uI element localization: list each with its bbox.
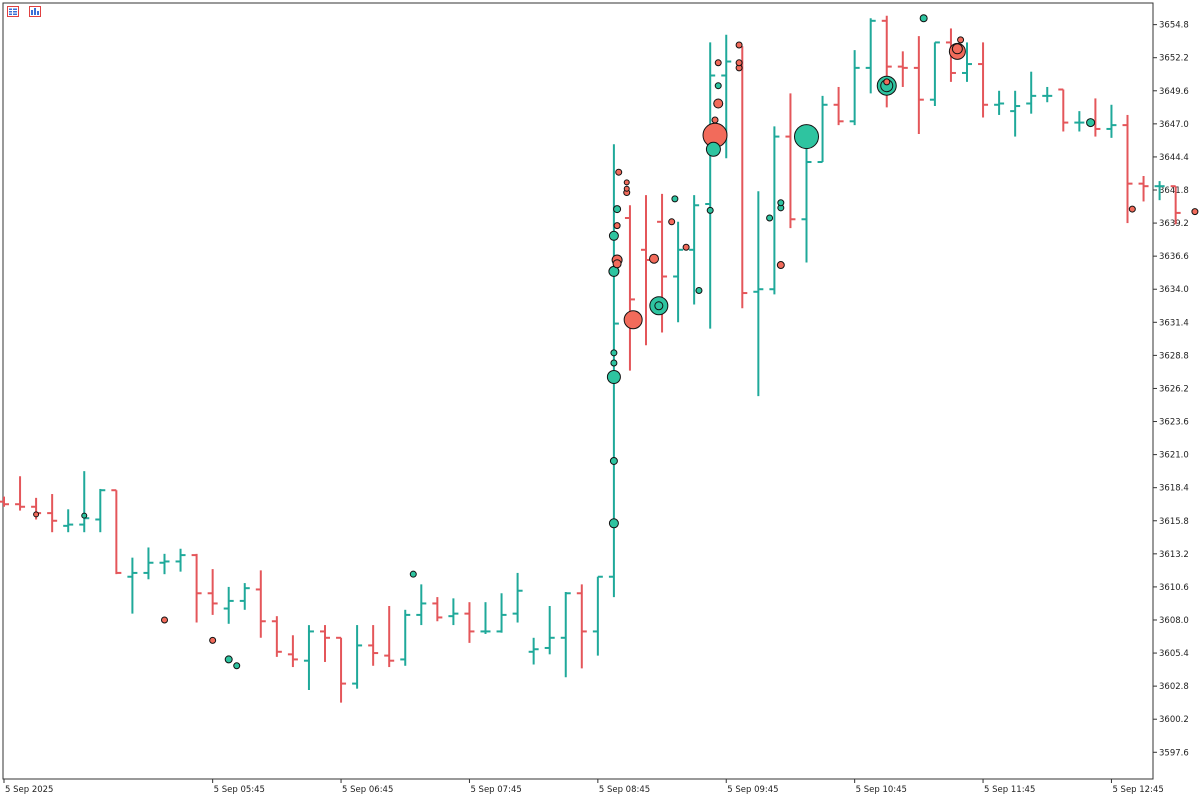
y-tick-label: 3652.2	[1159, 54, 1189, 64]
trade-bubble	[606, 370, 621, 385]
y-tick-label: 3602.8	[1159, 682, 1189, 692]
trade-bubble	[224, 655, 233, 664]
plot-area	[2, 2, 1154, 780]
trade-bubble	[776, 261, 785, 270]
trade-bubble	[623, 310, 643, 330]
y-tick-label: 3639.2	[1159, 219, 1189, 229]
trade-bubble	[695, 287, 703, 295]
y-tick-label: 3608.0	[1159, 616, 1189, 626]
trade-bubble	[1086, 118, 1096, 128]
trade-bubble	[668, 218, 676, 226]
trade-bubble	[714, 59, 722, 67]
trade-bubble	[714, 82, 722, 90]
trade-bubble	[623, 185, 630, 192]
x-tick-label: 5 Sep 07:45	[470, 785, 521, 795]
trade-bubble	[613, 222, 621, 230]
y-tick-label: 3634.0	[1159, 285, 1189, 295]
y-tick-label: 3654.8	[1159, 21, 1189, 31]
trade-bubble	[609, 456, 618, 465]
y-tick-label: 3613.2	[1159, 550, 1189, 560]
trade-bubble	[610, 349, 618, 357]
trade-bubble	[409, 570, 417, 578]
x-tick-label: 5 Sep 08:45	[599, 785, 650, 795]
y-tick-label: 3623.6	[1159, 418, 1189, 428]
y-tick-label: 3615.8	[1159, 517, 1189, 527]
y-tick-label: 3628.8	[1159, 351, 1189, 361]
trade-bubble	[610, 359, 618, 367]
x-tick-label: 5 Sep 06:45	[342, 785, 393, 795]
x-tick-label: 5 Sep 10:45	[856, 785, 907, 795]
y-tick-label: 3647.0	[1159, 120, 1189, 130]
y-tick-label: 3605.4	[1159, 649, 1189, 659]
trade-bubble	[608, 518, 619, 529]
trade-bubble	[671, 195, 679, 203]
trade-bubble	[706, 206, 714, 214]
chart-indicators-icon[interactable]	[29, 6, 41, 17]
trade-bubble	[623, 179, 630, 186]
trade-bubble	[682, 243, 690, 251]
trade-bubble	[735, 41, 743, 49]
trade-bubble	[649, 253, 660, 264]
y-tick-label: 3644.4	[1159, 153, 1189, 163]
y-tick-label: 3600.2	[1159, 715, 1189, 725]
y-tick-label: 3636.6	[1159, 252, 1189, 262]
trade-bubble	[615, 168, 623, 176]
y-tick-label: 3618.4	[1159, 484, 1189, 494]
trade-bubble	[209, 636, 217, 644]
trade-bubble	[654, 301, 664, 311]
trade-bubble	[81, 512, 88, 519]
trade-bubble	[33, 511, 40, 518]
trade-bubble	[713, 98, 724, 109]
trade-bubble	[161, 616, 168, 624]
y-tick-label: 3621.0	[1159, 451, 1189, 461]
trade-bubble	[794, 124, 819, 150]
trade-bubble	[613, 205, 622, 214]
y-tick-label: 3641.8	[1159, 186, 1189, 196]
trade-list-icon[interactable]	[7, 6, 19, 17]
trade-bubble	[705, 141, 721, 157]
trade-bubble	[735, 59, 743, 67]
y-tick-label: 3631.4	[1159, 318, 1189, 328]
x-tick-label: 5 Sep 2025	[5, 785, 53, 795]
trade-bubble	[1128, 205, 1136, 213]
trade-bubble	[883, 78, 891, 86]
trade-bubble	[957, 36, 965, 44]
trade-bubble	[951, 43, 963, 55]
x-tick-label: 5 Sep 11:45	[984, 785, 1035, 795]
trade-bubble	[766, 214, 774, 222]
trade-bubble	[612, 259, 622, 269]
trade-bubble	[711, 116, 719, 124]
trade-bubble	[233, 662, 241, 670]
x-tick-label: 5 Sep 05:45	[214, 785, 265, 795]
trade-bubble	[1191, 208, 1199, 216]
y-tick-label: 3597.6	[1159, 748, 1189, 758]
x-tick-label: 5 Sep 09:45	[727, 785, 778, 795]
trade-bubble	[608, 230, 619, 241]
y-tick-label: 3610.6	[1159, 583, 1189, 593]
y-tick-label: 3626.2	[1159, 384, 1189, 394]
y-tick-label: 3649.6	[1159, 87, 1189, 97]
trade-bubble	[919, 14, 928, 23]
x-tick-label: 5 Sep 12:45	[1112, 785, 1163, 795]
trade-bubble	[777, 199, 785, 207]
